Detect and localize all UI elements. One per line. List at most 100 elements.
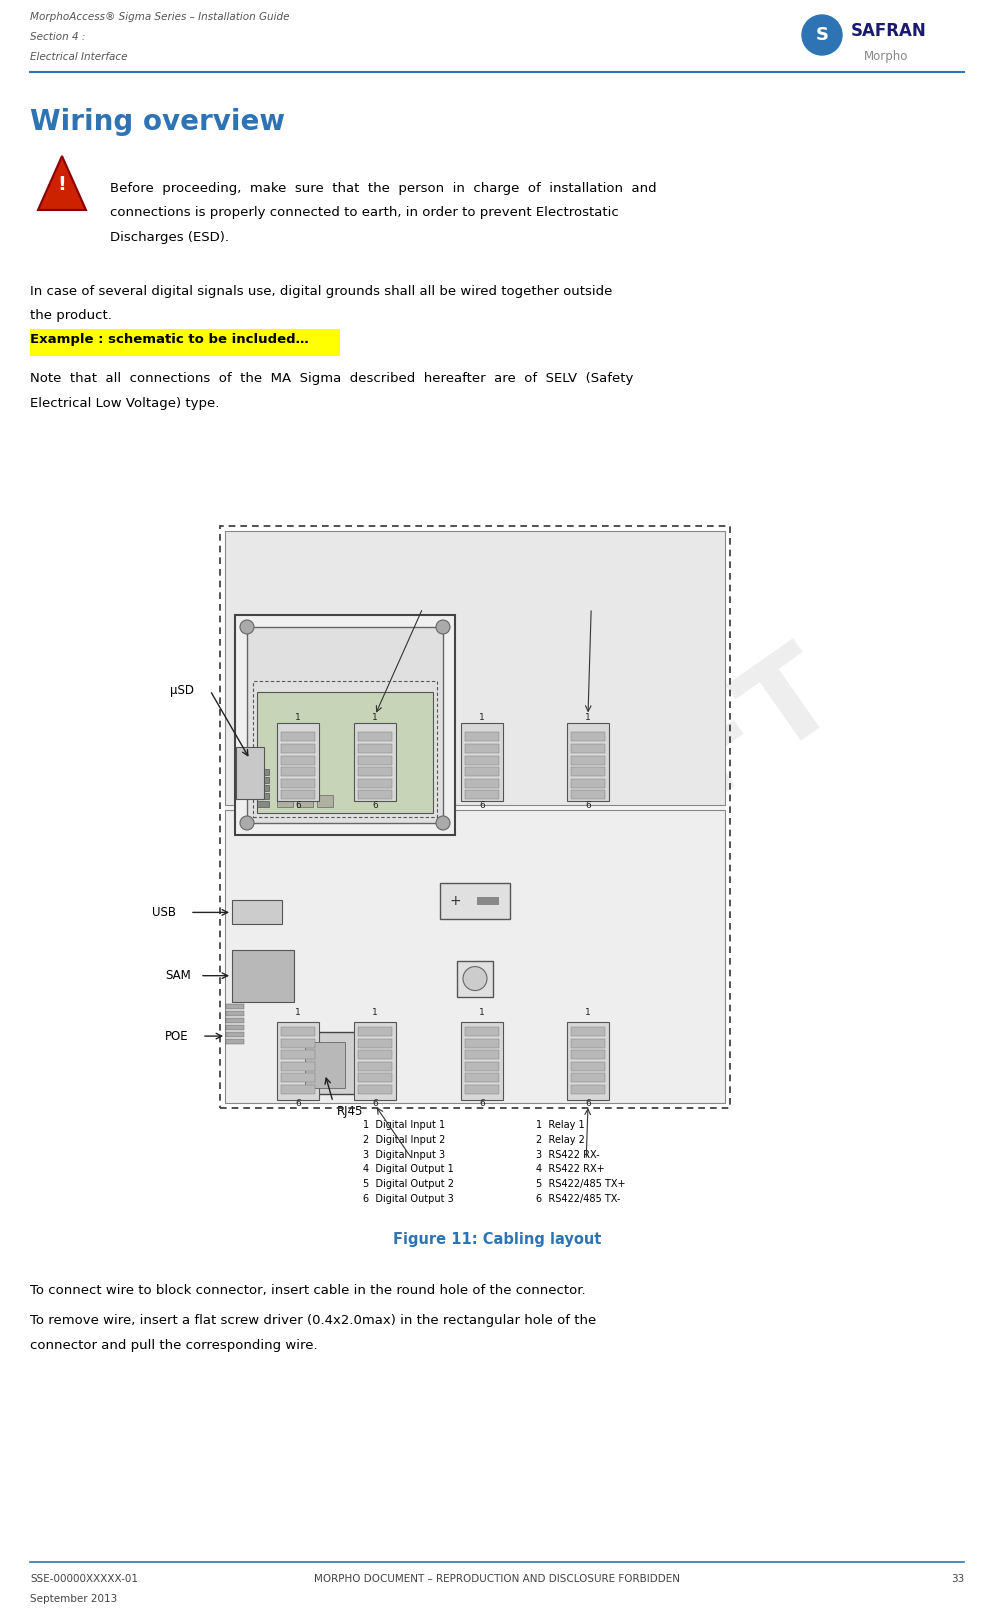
FancyBboxPatch shape bbox=[571, 1027, 605, 1037]
FancyBboxPatch shape bbox=[232, 901, 282, 924]
FancyBboxPatch shape bbox=[571, 1074, 605, 1082]
Text: 2  Digital Input 2: 2 Digital Input 2 bbox=[363, 1135, 445, 1145]
FancyBboxPatch shape bbox=[226, 1025, 244, 1030]
FancyBboxPatch shape bbox=[235, 616, 455, 835]
FancyBboxPatch shape bbox=[257, 793, 269, 800]
Text: Wiring overview: Wiring overview bbox=[30, 108, 285, 135]
FancyBboxPatch shape bbox=[477, 896, 499, 904]
FancyBboxPatch shape bbox=[281, 756, 315, 764]
Text: 6: 6 bbox=[372, 1099, 378, 1107]
FancyBboxPatch shape bbox=[465, 790, 499, 800]
FancyBboxPatch shape bbox=[30, 329, 340, 356]
Text: Electrical Interface: Electrical Interface bbox=[30, 52, 127, 61]
FancyBboxPatch shape bbox=[281, 790, 315, 800]
FancyBboxPatch shape bbox=[226, 1004, 244, 1009]
FancyBboxPatch shape bbox=[305, 1041, 345, 1088]
Text: In case of several digital signals use, digital grounds shall all be wired toget: In case of several digital signals use, … bbox=[30, 285, 612, 298]
FancyBboxPatch shape bbox=[281, 1062, 315, 1070]
Text: 3  RS422 RX-: 3 RS422 RX- bbox=[536, 1149, 599, 1159]
Text: MorphoAccess® Sigma Series – Installation Guide: MorphoAccess® Sigma Series – Installatio… bbox=[30, 11, 289, 23]
Text: the product.: the product. bbox=[30, 310, 112, 322]
Text: 33: 33 bbox=[950, 1573, 964, 1585]
FancyBboxPatch shape bbox=[440, 883, 510, 919]
Text: 5  Wiegand LED 1: 5 Wiegand LED 1 bbox=[536, 608, 623, 617]
FancyBboxPatch shape bbox=[358, 756, 392, 764]
FancyBboxPatch shape bbox=[225, 811, 725, 1103]
Text: 1: 1 bbox=[585, 714, 590, 722]
Circle shape bbox=[240, 621, 254, 634]
Text: 3  Digital Input 3: 3 Digital Input 3 bbox=[363, 1149, 445, 1159]
FancyBboxPatch shape bbox=[571, 1049, 605, 1059]
Text: connector and pull the corresponding wire.: connector and pull the corresponding wir… bbox=[30, 1338, 318, 1351]
FancyBboxPatch shape bbox=[465, 1062, 499, 1070]
Circle shape bbox=[463, 967, 487, 990]
Text: Note  that  all  connections  of  the  MA  Sigma  described  hereafter  are  of : Note that all connections of the MA Sigm… bbox=[30, 372, 633, 385]
Text: 1  Wiegand IN 0: 1 Wiegand IN 0 bbox=[536, 548, 614, 558]
Text: 2  Wiegand IN 1: 2 Wiegand IN 1 bbox=[536, 563, 614, 572]
FancyBboxPatch shape bbox=[281, 1049, 315, 1059]
FancyBboxPatch shape bbox=[465, 779, 499, 788]
Text: 6: 6 bbox=[372, 801, 378, 811]
FancyBboxPatch shape bbox=[225, 530, 725, 1103]
Text: 1: 1 bbox=[479, 714, 485, 722]
FancyBboxPatch shape bbox=[297, 795, 313, 808]
FancyBboxPatch shape bbox=[225, 530, 725, 806]
Text: connections is properly connected to earth, in order to prevent Electrostatic: connections is properly connected to ear… bbox=[110, 206, 618, 219]
FancyBboxPatch shape bbox=[257, 801, 269, 808]
FancyBboxPatch shape bbox=[295, 1032, 355, 1095]
FancyBboxPatch shape bbox=[465, 756, 499, 764]
FancyBboxPatch shape bbox=[465, 732, 499, 742]
Text: 4  Wiegand OUT 1: 4 Wiegand OUT 1 bbox=[536, 592, 624, 603]
Text: Figure 11: Cabling layout: Figure 11: Cabling layout bbox=[393, 1232, 601, 1248]
FancyBboxPatch shape bbox=[226, 1017, 244, 1024]
Text: To remove wire, insert a flat screw driver (0.4x2.0max) in the rectangular hole : To remove wire, insert a flat screw driv… bbox=[30, 1314, 596, 1327]
FancyBboxPatch shape bbox=[281, 1027, 315, 1037]
Text: 6: 6 bbox=[295, 1099, 301, 1107]
Text: μSD: μSD bbox=[170, 683, 194, 696]
Text: 5  RS422/485 TX+: 5 RS422/485 TX+ bbox=[536, 1180, 625, 1190]
FancyBboxPatch shape bbox=[457, 961, 493, 996]
Text: 1: 1 bbox=[585, 1008, 590, 1017]
FancyBboxPatch shape bbox=[226, 1032, 244, 1037]
Text: 5  Digital ground: 5 Digital ground bbox=[363, 608, 444, 617]
FancyBboxPatch shape bbox=[226, 1038, 244, 1045]
FancyBboxPatch shape bbox=[358, 1085, 392, 1095]
Circle shape bbox=[240, 816, 254, 830]
Text: Reset button: Reset button bbox=[497, 972, 573, 985]
FancyBboxPatch shape bbox=[571, 756, 605, 764]
FancyBboxPatch shape bbox=[461, 1022, 503, 1099]
FancyBboxPatch shape bbox=[465, 745, 499, 753]
FancyBboxPatch shape bbox=[358, 779, 392, 788]
Text: SSE-00000XXXXX-01: SSE-00000XXXXX-01 bbox=[30, 1573, 138, 1585]
FancyBboxPatch shape bbox=[465, 1074, 499, 1082]
FancyBboxPatch shape bbox=[571, 732, 605, 742]
Text: To connect wire to block connector, insert cable in the round hole of the connec: To connect wire to block connector, inse… bbox=[30, 1285, 585, 1298]
FancyBboxPatch shape bbox=[232, 949, 294, 1001]
FancyBboxPatch shape bbox=[567, 724, 609, 801]
Text: 1  Relay 1: 1 Relay 1 bbox=[536, 1120, 584, 1130]
Text: 6: 6 bbox=[585, 801, 590, 811]
Text: Morpho: Morpho bbox=[864, 50, 909, 63]
Text: 6: 6 bbox=[479, 801, 485, 811]
Text: 1: 1 bbox=[479, 1008, 485, 1017]
FancyBboxPatch shape bbox=[358, 1027, 392, 1037]
FancyBboxPatch shape bbox=[257, 785, 269, 791]
FancyBboxPatch shape bbox=[465, 1085, 499, 1095]
FancyBboxPatch shape bbox=[257, 777, 269, 783]
Text: 6  Digital Output 3: 6 Digital Output 3 bbox=[363, 1194, 453, 1204]
Text: !: ! bbox=[58, 176, 67, 195]
FancyBboxPatch shape bbox=[281, 745, 315, 753]
Text: September 2013: September 2013 bbox=[30, 1594, 117, 1604]
FancyBboxPatch shape bbox=[281, 767, 315, 775]
FancyBboxPatch shape bbox=[358, 1062, 392, 1070]
FancyBboxPatch shape bbox=[247, 627, 443, 824]
Text: 2  Power ground: 2 Power ground bbox=[363, 563, 442, 572]
Text: 1: 1 bbox=[372, 714, 378, 722]
FancyBboxPatch shape bbox=[277, 1022, 319, 1099]
Text: USB: USB bbox=[152, 906, 176, 919]
Text: 1  Power supply 12V: 1 Power supply 12V bbox=[363, 548, 462, 558]
FancyBboxPatch shape bbox=[358, 790, 392, 800]
FancyBboxPatch shape bbox=[236, 748, 264, 800]
FancyBboxPatch shape bbox=[277, 724, 319, 801]
FancyBboxPatch shape bbox=[567, 1022, 609, 1099]
